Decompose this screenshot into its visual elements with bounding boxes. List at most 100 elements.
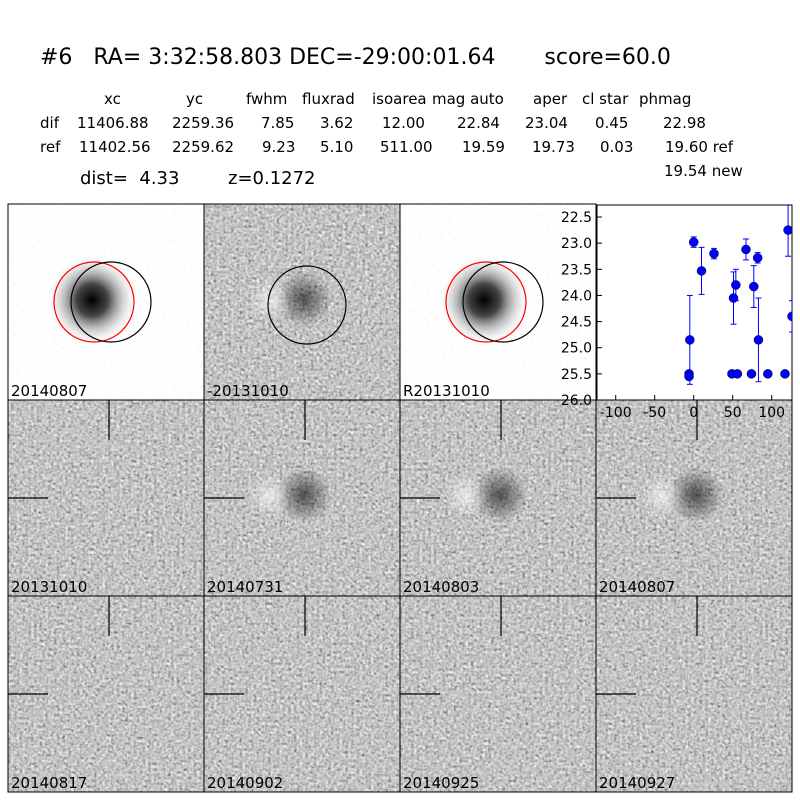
table-cell: 11406.88 bbox=[77, 114, 149, 132]
black-circle bbox=[267, 265, 347, 345]
light-curve: 22.5 23.0 23.5 24.0 24.5 25.0 25.5 26.0 -100 -50 0… bbox=[561, 204, 793, 421]
table-cell: 11402.56 bbox=[79, 138, 151, 156]
column-header: mag auto bbox=[432, 90, 504, 108]
stamp: 20140927 bbox=[595, 595, 793, 793]
point bbox=[753, 335, 764, 345]
point bbox=[783, 225, 792, 235]
stamp: R20131010 bbox=[399, 203, 597, 401]
point bbox=[780, 369, 790, 379]
table-cell: 2259.36 bbox=[172, 114, 234, 132]
point bbox=[787, 311, 792, 322]
table-cell: 7.85 bbox=[261, 114, 294, 132]
point bbox=[684, 371, 694, 382]
stamp: 20140807 bbox=[595, 399, 793, 597]
stamp-border bbox=[595, 595, 793, 793]
point bbox=[746, 369, 757, 379]
stamp: 20131010 bbox=[7, 399, 205, 597]
point bbox=[731, 280, 741, 290]
point bbox=[728, 293, 739, 303]
x-tick-label: 50 bbox=[724, 405, 742, 421]
stamp-label: 20140807 bbox=[599, 578, 675, 596]
table-cell: 22.98 bbox=[663, 114, 706, 132]
header-title: #6 RA= 3:32:58.803 DEC=-29:00:01.64 scor… bbox=[40, 45, 671, 70]
column-header: xc bbox=[104, 90, 121, 108]
table-cell: ref bbox=[40, 138, 61, 156]
stamp-label: 20140731 bbox=[207, 578, 283, 596]
light-residual bbox=[640, 474, 684, 518]
stamp-label: 20140803 bbox=[403, 578, 479, 596]
black-circle bbox=[462, 261, 544, 343]
point bbox=[685, 335, 695, 345]
y-tick-label: 23.0 bbox=[561, 236, 592, 252]
table-cell: 12.00 bbox=[382, 114, 425, 132]
y-tick-label: 26.0 bbox=[561, 393, 592, 409]
column-header: fluxrad bbox=[302, 90, 355, 108]
x-tick-label: 0 bbox=[689, 405, 698, 421]
source-blob bbox=[47, 255, 137, 345]
point bbox=[732, 369, 743, 379]
points bbox=[684, 205, 792, 385]
redshift: z=0.1272 bbox=[228, 168, 316, 189]
y-tick-label: 24.0 bbox=[561, 288, 592, 304]
stamp: 20140902 bbox=[203, 595, 401, 793]
dark-residual bbox=[276, 467, 332, 523]
point bbox=[752, 253, 763, 263]
red-circle bbox=[445, 261, 527, 343]
y-tick-label: 25.5 bbox=[561, 367, 592, 383]
table-cell: 22.84 bbox=[457, 114, 500, 132]
column-header: fwhm bbox=[246, 90, 287, 108]
column-header: aper bbox=[533, 90, 568, 108]
x-tick-label: 100 bbox=[758, 405, 785, 421]
source-blob bbox=[439, 255, 529, 345]
table-cell: 9.23 bbox=[262, 138, 295, 156]
stamp: 20140817 bbox=[7, 595, 205, 793]
phmag-new: 19.54 new bbox=[664, 162, 743, 180]
table-cell: 19.73 bbox=[532, 138, 575, 156]
dark-residual bbox=[472, 467, 528, 523]
light-residual bbox=[444, 474, 488, 518]
stamp-label: -20131010 bbox=[207, 382, 289, 400]
black-circle bbox=[70, 261, 152, 343]
x-tick-label: -100 bbox=[600, 405, 632, 421]
table-cell: 19.59 bbox=[462, 138, 505, 156]
stamps: 20140807 -20131010 R20131010 20131010 201407… bbox=[7, 203, 793, 793]
point bbox=[688, 237, 699, 247]
column-header: yc bbox=[186, 90, 203, 108]
y-tick-label: 22.5 bbox=[561, 210, 592, 226]
dist: dist= 4.33 bbox=[80, 168, 179, 189]
point bbox=[709, 248, 719, 259]
y-tick-label: 23.5 bbox=[561, 262, 592, 278]
light-residual bbox=[248, 474, 292, 518]
plot-area bbox=[596, 204, 793, 401]
stamp-label: 20140927 bbox=[599, 774, 675, 792]
table-cell: 19.60 ref bbox=[665, 138, 734, 156]
table-cell: 0.03 bbox=[600, 138, 633, 156]
stamp-label: 20140925 bbox=[403, 774, 479, 792]
y-tick-label: 24.5 bbox=[561, 315, 592, 331]
stamp: 20140925 bbox=[399, 595, 597, 793]
stamp-label: 20140902 bbox=[207, 774, 283, 792]
table-cell: 23.04 bbox=[525, 114, 568, 132]
stamp-label: R20131010 bbox=[403, 382, 490, 400]
stamp: 20140807 bbox=[7, 203, 205, 401]
stamp-label: 20140817 bbox=[11, 774, 87, 792]
point bbox=[741, 244, 751, 255]
table-cell: 5.10 bbox=[320, 138, 353, 156]
dark-residual bbox=[668, 467, 724, 523]
stamp-label: 20131010 bbox=[11, 578, 87, 596]
table-cell: 3.62 bbox=[320, 114, 353, 132]
red-circle bbox=[53, 261, 135, 343]
point bbox=[763, 369, 773, 379]
column-header: phmag bbox=[639, 90, 691, 108]
stamp: 20140731 bbox=[203, 399, 401, 597]
table-cell: 0.45 bbox=[595, 114, 628, 132]
point bbox=[696, 266, 707, 276]
table-cell: dif bbox=[40, 114, 60, 132]
light-residual bbox=[248, 278, 292, 322]
y-tick-label: 25.0 bbox=[561, 341, 592, 357]
stamp: -20131010 bbox=[203, 203, 401, 401]
dark-residual bbox=[276, 271, 332, 327]
point bbox=[749, 281, 759, 292]
column-header: isoarea bbox=[372, 90, 427, 108]
